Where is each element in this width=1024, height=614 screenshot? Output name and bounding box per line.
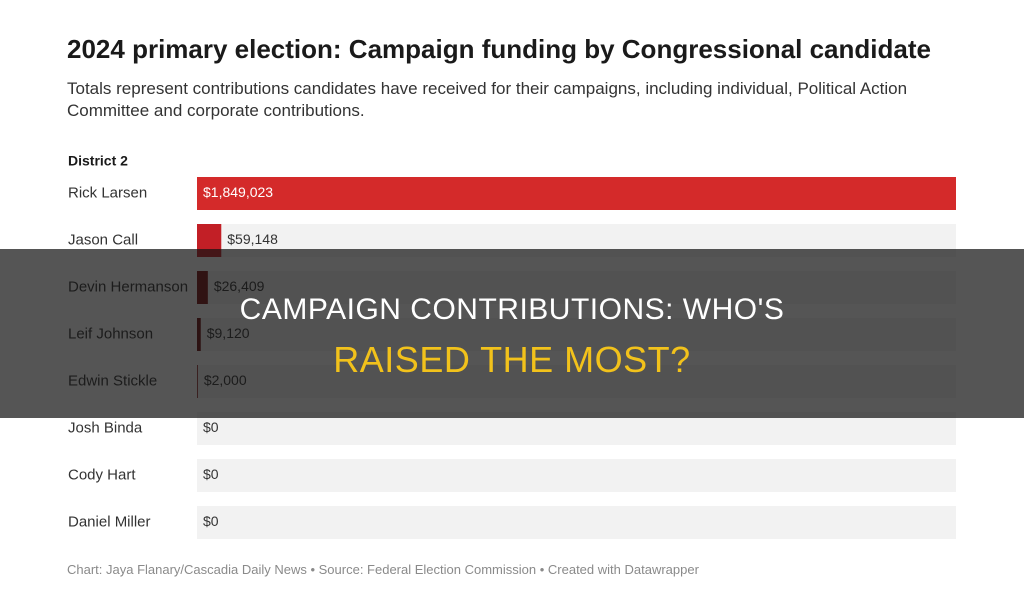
category-label: Josh Binda [68,419,143,436]
category-label: Daniel Miller [68,513,151,530]
value-label: $59,148 [227,231,278,247]
bar-track [197,506,956,539]
bar [197,177,956,210]
value-label: $0 [203,513,219,529]
category-label: Jason Call [68,231,138,248]
value-label: $1,849,023 [203,184,273,200]
overlay-title: CAMPAIGN CONTRIBUTIONS: WHO'S [239,293,785,326]
group-label: District 2 [68,153,128,169]
chart-footer: Chart: Jaya Flanary/Cascadia Daily News … [67,562,699,577]
overlay-banner: CAMPAIGN CONTRIBUTIONS: WHO'S RAISED THE… [0,249,1024,418]
value-label: $0 [203,419,219,435]
bar-track [197,459,956,492]
chart-title: 2024 primary election: Campaign funding … [67,34,931,64]
overlay-title: RAISED THE MOST? [333,339,691,380]
chart-subtitle: Totals represent contributions candidate… [67,79,908,120]
category-label: Cody Hart [68,466,136,483]
category-label: Rick Larsen [68,184,147,201]
value-label: $0 [203,466,219,482]
